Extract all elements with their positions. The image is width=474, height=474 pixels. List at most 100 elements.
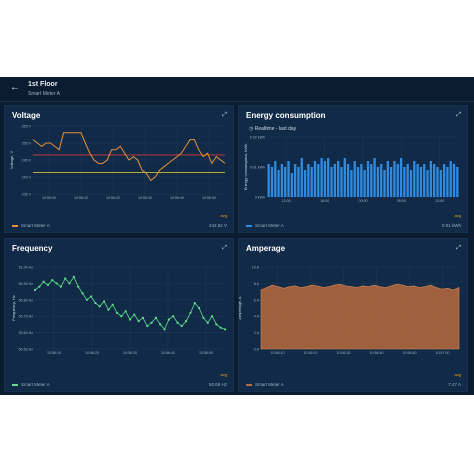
- card-title: Frequency: [12, 244, 53, 253]
- energy-bar: [413, 161, 416, 197]
- energy-bar: [433, 164, 436, 197]
- energy-bar: [403, 167, 406, 197]
- voltage-card: Voltage ⤢ 255 V 250 V 245 V 240 V 235 V 10:56…: [4, 105, 234, 233]
- frequency-point: [124, 310, 127, 313]
- frequency-point: [46, 283, 50, 287]
- y-tick-label: 2 A: [254, 331, 260, 335]
- expand-icon[interactable]: ⤢: [456, 112, 461, 118]
- frequency-point: [115, 311, 119, 315]
- frequency-point: [154, 316, 158, 319]
- frequency-point: [102, 300, 106, 303]
- frequency-point: [202, 316, 205, 319]
- frequency-point: [38, 285, 41, 288]
- energy-bar: [416, 164, 419, 197]
- energy-bar: [277, 170, 280, 197]
- y-tick-label: 51.00 Hz: [19, 266, 34, 270]
- y-axis-label: Amperage, A: [239, 296, 242, 319]
- aggregation-label: avg: [220, 213, 227, 218]
- energy-bar: [360, 164, 363, 197]
- current-value: 7.47 A: [448, 382, 461, 387]
- clock-icon: ◷: [249, 126, 254, 132]
- energy-bar: [439, 170, 442, 197]
- x-tick-label: 10:56:40: [170, 196, 184, 200]
- energy-bar: [313, 161, 317, 197]
- energy-bar: [317, 164, 320, 197]
- x-tick-label: 10:56:10: [47, 351, 61, 355]
- x-tick-label: 10:56:30: [138, 196, 152, 200]
- frequency-point: [176, 321, 179, 324]
- y-tick-label: 0 A: [254, 348, 260, 352]
- page-subtitle: Smart Meter A: [28, 91, 60, 97]
- energy-bar: [337, 161, 340, 197]
- realtime-label: Realtime - last day: [254, 126, 297, 132]
- frequency-point: [68, 282, 71, 285]
- frequency-point: [180, 324, 183, 328]
- frequency-point: [81, 292, 84, 295]
- energy-bar: [330, 167, 333, 197]
- frequency-point: [159, 323, 162, 326]
- y-tick-label: 50.50 Hz: [19, 348, 34, 352]
- page-title: 1st Floor: [28, 81, 58, 88]
- energy-bar: [456, 167, 459, 197]
- frequency-point: [185, 320, 188, 323]
- frequency-point: [189, 311, 192, 315]
- energy-bar: [307, 164, 310, 197]
- x-tick-label: 10:56:30: [337, 351, 351, 355]
- legend-swatch: [12, 384, 18, 386]
- frequency-point: [107, 308, 110, 311]
- energy-bar: [350, 170, 353, 197]
- x-tick-label: 10:56:50: [199, 351, 213, 355]
- frequency-point: [111, 303, 114, 306]
- x-tick-label: 06:00: [397, 199, 406, 203]
- energy-bar: [452, 164, 456, 197]
- frequency-point: [146, 324, 149, 328]
- x-tick-label: 10:56:10: [74, 196, 88, 200]
- dashboard: ← 1st Floor Smart Meter A Voltage ⤢ 255 …: [0, 77, 474, 395]
- frequency-point: [85, 298, 88, 301]
- energy-bar: [436, 167, 439, 197]
- x-tick-label: 10:57:00: [436, 351, 450, 355]
- y-axis-label: Energy consumption, kWh: [243, 144, 248, 191]
- energy-bar: [303, 170, 307, 197]
- energy-bar: [429, 161, 433, 197]
- energy-bar: [267, 164, 270, 197]
- legend: Smart Meter A: [246, 223, 284, 228]
- x-tick-label: 12:00: [435, 199, 444, 203]
- expand-icon[interactable]: ⤢: [456, 245, 461, 251]
- y-tick-label: 10 A: [252, 266, 260, 270]
- energy-bar: [363, 170, 366, 197]
- frequency-point: [215, 323, 218, 326]
- energy-bar: [389, 167, 393, 197]
- energy-bar: [446, 167, 449, 197]
- energy-bar: [310, 167, 313, 197]
- energy-bar: [406, 164, 409, 197]
- y-tick-label: 50.80 Hz: [19, 298, 34, 302]
- energy-bar: [293, 164, 297, 197]
- y-tick-label: 50.90 Hz: [19, 282, 34, 286]
- y-tick-label: 0.02 kWh: [250, 136, 265, 140]
- legend-swatch: [246, 384, 252, 386]
- card-title: Amperage: [246, 244, 286, 253]
- y-tick-label: 50.70 Hz: [19, 315, 34, 319]
- y-axis-label: Voltage, V: [9, 151, 14, 170]
- energy-chart: 0.02 kWh 0.01 kWh 0 kWh 12:00 18:00 00:00 06:0…: [243, 136, 459, 203]
- frequency-point: [94, 301, 97, 305]
- expand-icon[interactable]: ⤢: [222, 245, 227, 251]
- energy-bar: [300, 158, 303, 197]
- energy-bar: [366, 161, 370, 197]
- legend: Smart Meter A: [12, 223, 50, 228]
- energy-bar: [396, 164, 399, 197]
- current-value: 242.82 V: [208, 223, 227, 228]
- y-tick-label: 245 V: [22, 159, 32, 163]
- frequency-point: [137, 320, 140, 323]
- expand-icon[interactable]: ⤢: [222, 112, 227, 118]
- card-title: Voltage: [12, 111, 41, 120]
- energy-bar: [343, 158, 346, 197]
- back-arrow-icon[interactable]: ←: [10, 82, 20, 93]
- frequency-point: [128, 318, 132, 321]
- legend-label: Smart Meter A: [255, 223, 284, 228]
- frequency-point: [197, 306, 201, 310]
- legend: Smart Meter A: [12, 382, 50, 387]
- x-tick-label: 10:56:40: [161, 351, 175, 355]
- realtime-selector[interactable]: ◷ Realtime - last day: [249, 126, 296, 132]
